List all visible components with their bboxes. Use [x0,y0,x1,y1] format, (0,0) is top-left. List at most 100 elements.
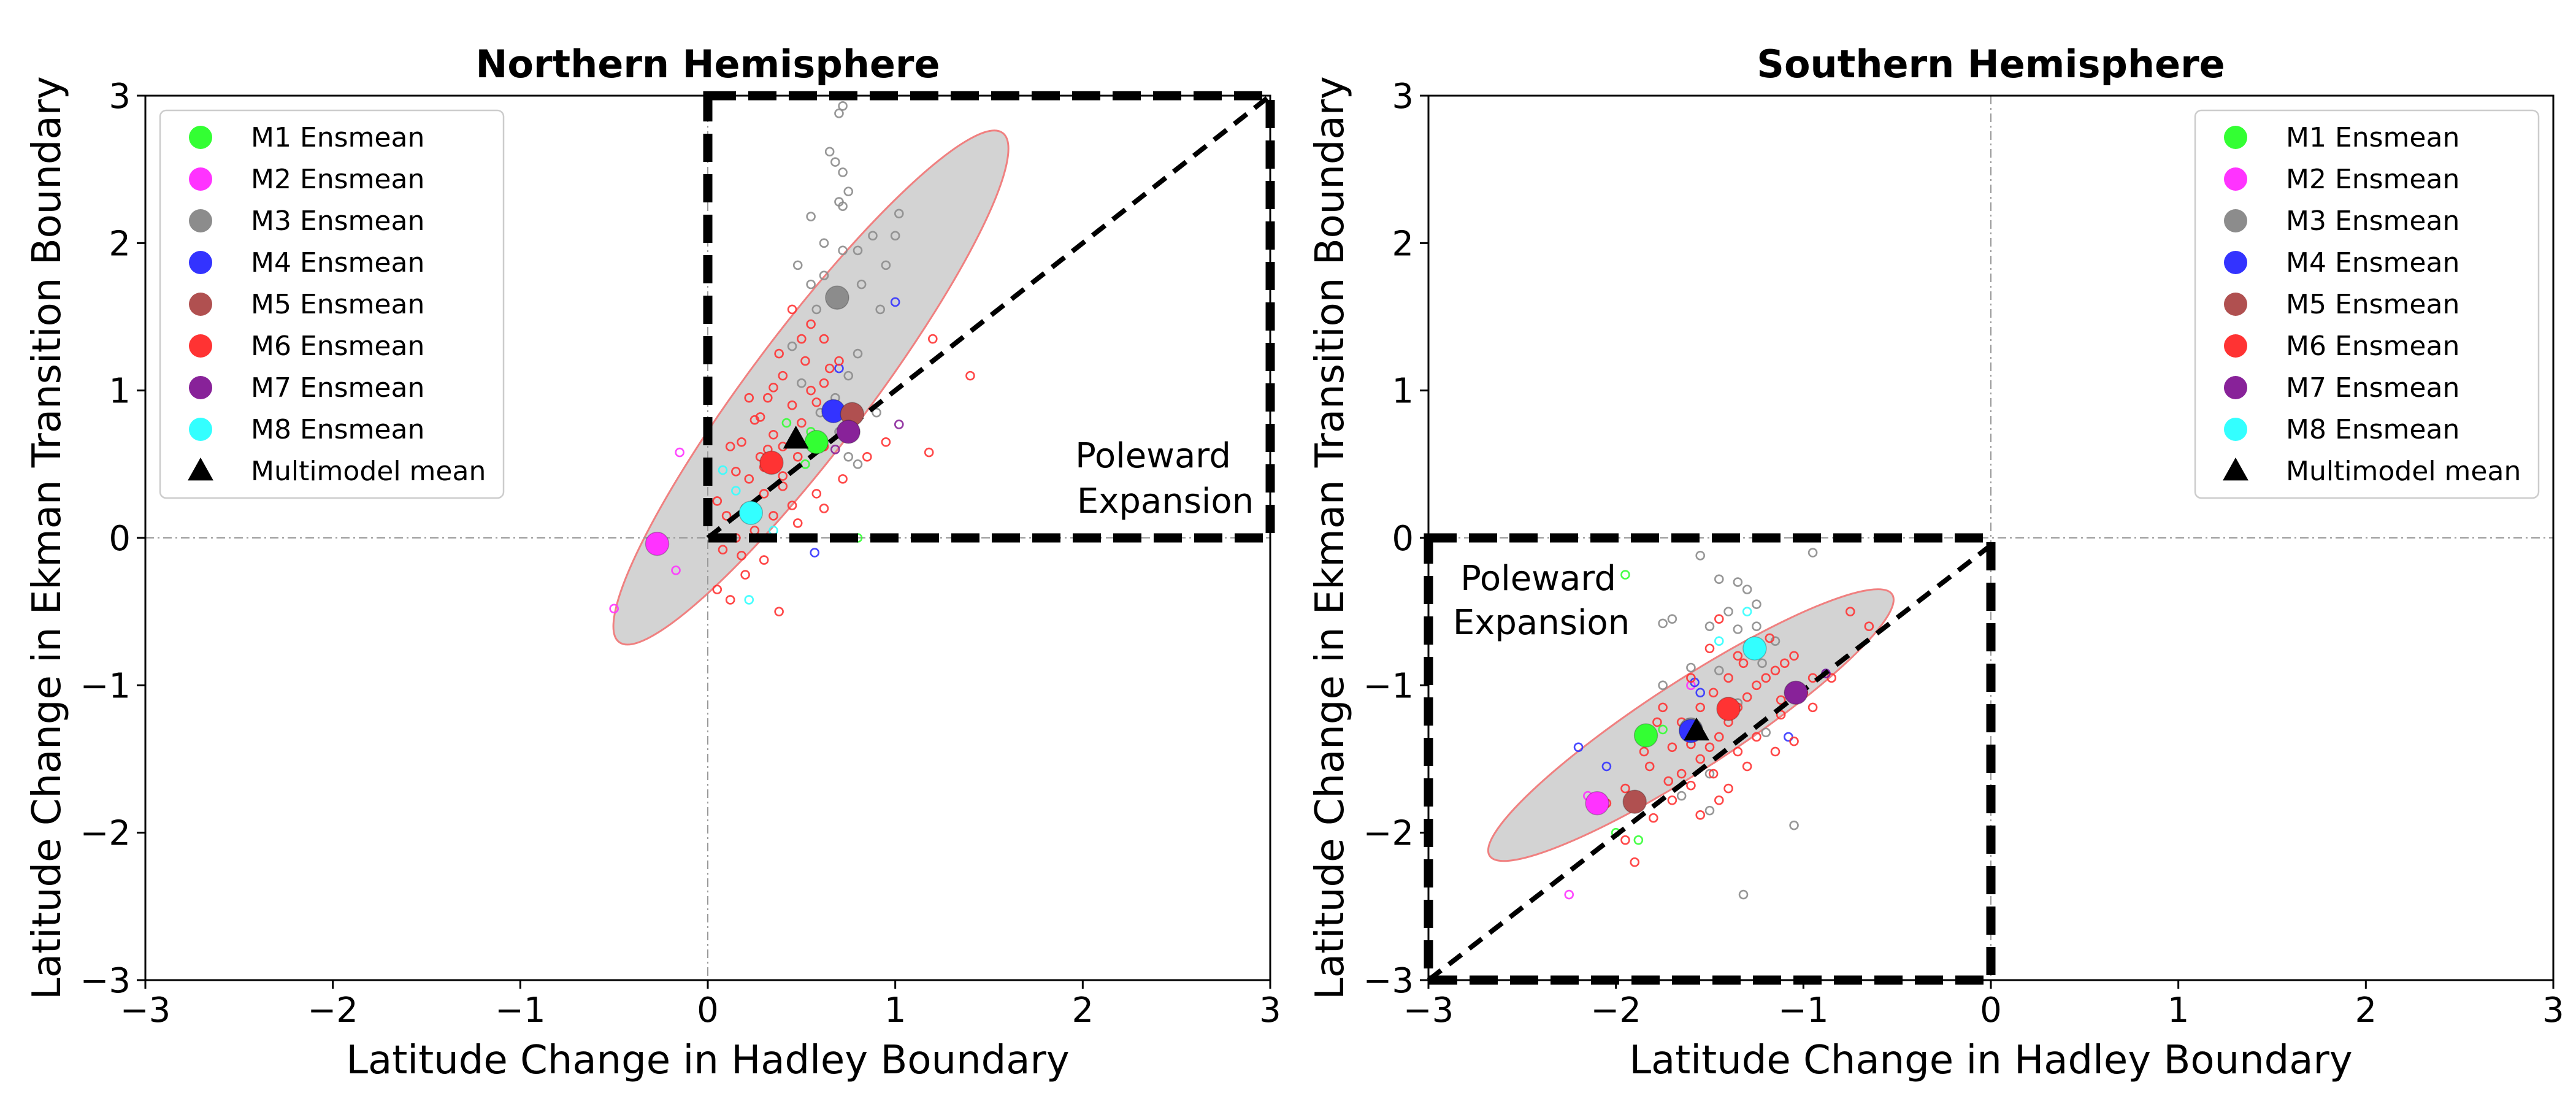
legend-label: M5 Ensmean [251,289,424,320]
diagonal-line [706,93,1272,540]
member-point [881,437,891,447]
legend-marker [189,293,212,316]
legend-label: M2 Ensmean [2286,164,2459,195]
member-point [1686,673,1696,683]
member-point [856,279,867,289]
x-tick-label: 0 [1980,991,2002,1030]
legend-marker [2224,293,2247,316]
member-point [806,319,816,329]
member-point [792,518,803,528]
x-tick-label: 3 [1259,991,1281,1030]
member-point [811,304,822,315]
ensemble-mean-marker [804,430,829,454]
member-point [1695,810,1706,820]
member-point [725,442,735,451]
legend-label: M3 Ensmean [2286,205,2459,237]
y-tick-label: 1 [109,372,131,412]
member-point [1789,651,1799,661]
member-point [759,555,769,565]
member-point [838,101,848,111]
member-point [769,429,778,440]
member-point [1742,607,1752,616]
member-point [744,393,754,403]
member-point [769,383,778,393]
x-tick-label: −2 [1590,991,1641,1030]
y-tick-label: 3 [1392,77,1414,117]
y-tick-label: 0 [109,519,131,559]
member-point [1658,702,1668,713]
member-point [1663,776,1674,786]
member-point [1667,795,1677,805]
member-point [1738,658,1749,669]
member-point [671,565,681,575]
member-point [806,279,816,289]
member-point [1704,742,1715,753]
member-point [1742,761,1752,772]
y-tick-label: 3 [109,77,131,117]
member-point [1695,551,1706,561]
member-point [1761,673,1771,683]
member-point [1742,585,1752,594]
member-point [1789,736,1799,746]
member-point [737,437,746,447]
member-point [787,500,797,510]
member-point [819,334,829,344]
member-point [890,297,900,307]
member-point [1644,761,1655,772]
member-point [731,467,741,477]
ensemble-mean-marker [1585,791,1609,816]
member-point [1686,780,1696,791]
member-point [725,595,735,605]
member-point [881,260,891,270]
member-point [806,212,816,221]
member-point [868,231,878,241]
legend-label: M3 Ensmean [251,205,424,237]
member-point [838,474,848,484]
member-point [800,459,810,469]
member-point [1573,742,1584,753]
member-point [1658,680,1668,691]
member-point [875,304,886,315]
member-point [1714,574,1724,585]
member-point [811,489,822,499]
legend-label: M7 Ensmean [251,372,424,404]
member-point [1652,717,1662,727]
multimodel-mean-marker [783,425,809,449]
member-point [718,465,728,475]
legend-label: Multimodel mean [2286,456,2521,487]
member-point [830,444,840,454]
member-point [1686,662,1696,673]
x-tick-label: 1 [884,991,907,1030]
member-point [1564,889,1574,900]
member-point [1733,577,1743,587]
member-point [800,356,810,366]
member-point [806,385,816,396]
member-point [1752,732,1761,742]
y-tick-label: −2 [1363,814,1414,854]
member-point [1742,692,1752,702]
member-point [1714,614,1724,624]
member-point [928,334,938,344]
member-point [853,348,863,359]
ensemble-mean-marker [645,531,670,556]
legend-label: M1 Ensmean [251,122,424,153]
member-point [792,452,803,462]
member-point [1776,695,1786,705]
x-tick-label: 2 [2355,991,2377,1030]
ensemble-mean-marker [759,450,784,475]
legend-marker [189,376,212,399]
legend-marker [189,126,212,149]
poleward-label-line1: Poleward [1460,559,1616,599]
legend-marker [189,209,212,232]
member-point [731,486,741,496]
y-axis-label: Latitude Change in Ekman Transition Boun… [1308,76,1353,1000]
member-point [1733,651,1743,661]
ensemble-mean-marker [1622,789,1647,814]
ensemble-mean-marker [1784,680,1808,705]
legend-marker [189,167,212,191]
x-tick-label: −1 [1778,991,1829,1030]
member-point [1845,607,1855,616]
legend-label: M6 Ensmean [251,331,424,362]
y-tick-label: 2 [109,224,131,264]
